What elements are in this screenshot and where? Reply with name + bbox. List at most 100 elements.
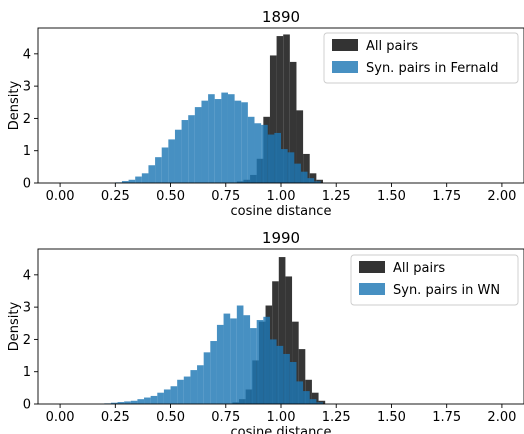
histogram-bar [276,345,284,405]
legend-swatch [359,283,385,295]
histogram-bar [263,316,270,404]
histogram-bar [314,181,321,183]
legend-label: Syn. pairs in Fernald [366,61,498,76]
histogram-bar [227,94,235,183]
histogram-bar [285,276,293,404]
y-tick-label: 4 [23,47,31,62]
histogram-bar [181,120,189,183]
histogram-bar [269,55,277,184]
x-tick-label: 0.00 [46,189,75,204]
histogram-bar [117,402,125,404]
x-tick-label: 0.25 [101,189,130,204]
histogram-bar [318,400,326,404]
x-tick-label: 0.75 [211,189,240,204]
histogram-bar [223,313,231,404]
histogram-bar [303,391,310,404]
histogram-bar [261,124,268,184]
histogram-bar [309,173,317,183]
x-tick-label: 1.25 [322,410,351,425]
histogram-bar [216,324,224,404]
histogram-bar [296,110,304,183]
histogram-bar [254,123,262,183]
x-tick-label: 1.00 [267,410,296,425]
histogram-bar [283,353,290,404]
histogram-bar [170,386,178,404]
x-axis-label: cosine distance [231,204,332,219]
histogram-bar [283,34,290,184]
histogram-bar [243,315,251,404]
histogram-bar [190,370,198,404]
histogram-bar [155,157,162,183]
y-tick-label: 4 [23,268,31,283]
y-tick-label: 0 [23,177,31,192]
histogram-bar [148,165,156,183]
histogram-bar [150,395,158,404]
histogram-bar [141,173,149,183]
histogram-bar [294,163,301,184]
histogram-bar [303,153,310,183]
series-1-bars [104,305,323,405]
x-tick-label: 0.00 [46,410,75,425]
y-tick-label: 0 [23,398,31,413]
histogram-bar [311,392,319,404]
histogram-bar [289,61,297,183]
histogram-bar [281,149,288,183]
x-tick-label: 1.75 [432,189,461,204]
histogram-panel: 0.00 0.25 0.50 0.75 1.00 1.25 1.50 1.75 2.00 0 1 2 3… [7,8,524,219]
x-tick-label: 1.75 [432,410,461,425]
legend-swatch [359,261,385,273]
histogram-bar [174,129,182,183]
y-tick-label: 1 [23,144,31,159]
histogram-bar [250,328,257,404]
histogram-bar [168,139,175,183]
histogram-bar [267,134,275,183]
histogram-bar [177,379,184,404]
histogram-bar [210,341,217,404]
histogram-bar [309,399,317,404]
x-tick-label: 0.75 [211,410,240,425]
y-tick-label: 3 [23,301,31,316]
histogram-bar [234,100,242,183]
x-tick-label: 1.50 [377,189,406,204]
histogram-bar [194,107,202,183]
histogram-bar [274,132,281,183]
histogram-bar [241,102,248,183]
histogram-bar [203,352,211,404]
y-tick-label: 1 [23,365,31,380]
histogram-bar [247,116,255,183]
histogram-bar [300,171,308,183]
histogram-bar [269,339,277,404]
histogram-bar [188,115,195,183]
histogram-bar [161,147,169,183]
legend-label: All pairs [393,261,445,276]
x-tick-label: 1.50 [377,410,406,425]
x-tick-label: 0.50 [156,410,185,425]
histogram-bar [214,99,222,183]
histogram-bar [278,257,286,404]
histogram-bar [298,349,306,404]
histogram-bar [221,92,228,183]
histogram-bar [163,389,171,404]
histogram-bar [316,402,323,404]
x-tick-label: 2.00 [487,410,516,425]
histogram-bar [157,392,164,404]
histogram-bar [197,365,204,404]
x-tick-label: 0.50 [156,189,185,204]
histogram-bar [296,381,304,404]
y-tick-label: 2 [23,112,31,127]
histogram-bar [183,376,191,404]
histogram-bar [208,94,215,183]
legend: All pairs Syn. pairs in Fernald [323,32,519,84]
y-tick-label: 3 [23,80,31,95]
histogram-bar [124,401,131,404]
x-tick-label: 1.25 [322,189,351,204]
x-tick-label: 1.00 [267,189,296,204]
y-axis-label: Density [7,80,22,130]
histogram-bar [201,100,209,183]
histogram-bar [110,402,118,404]
histogram-bar [316,179,323,183]
x-tick-label: 2.00 [487,189,516,204]
legend: All pairs Syn. pairs in WN [350,254,519,306]
y-axis-label: Density [7,301,22,351]
